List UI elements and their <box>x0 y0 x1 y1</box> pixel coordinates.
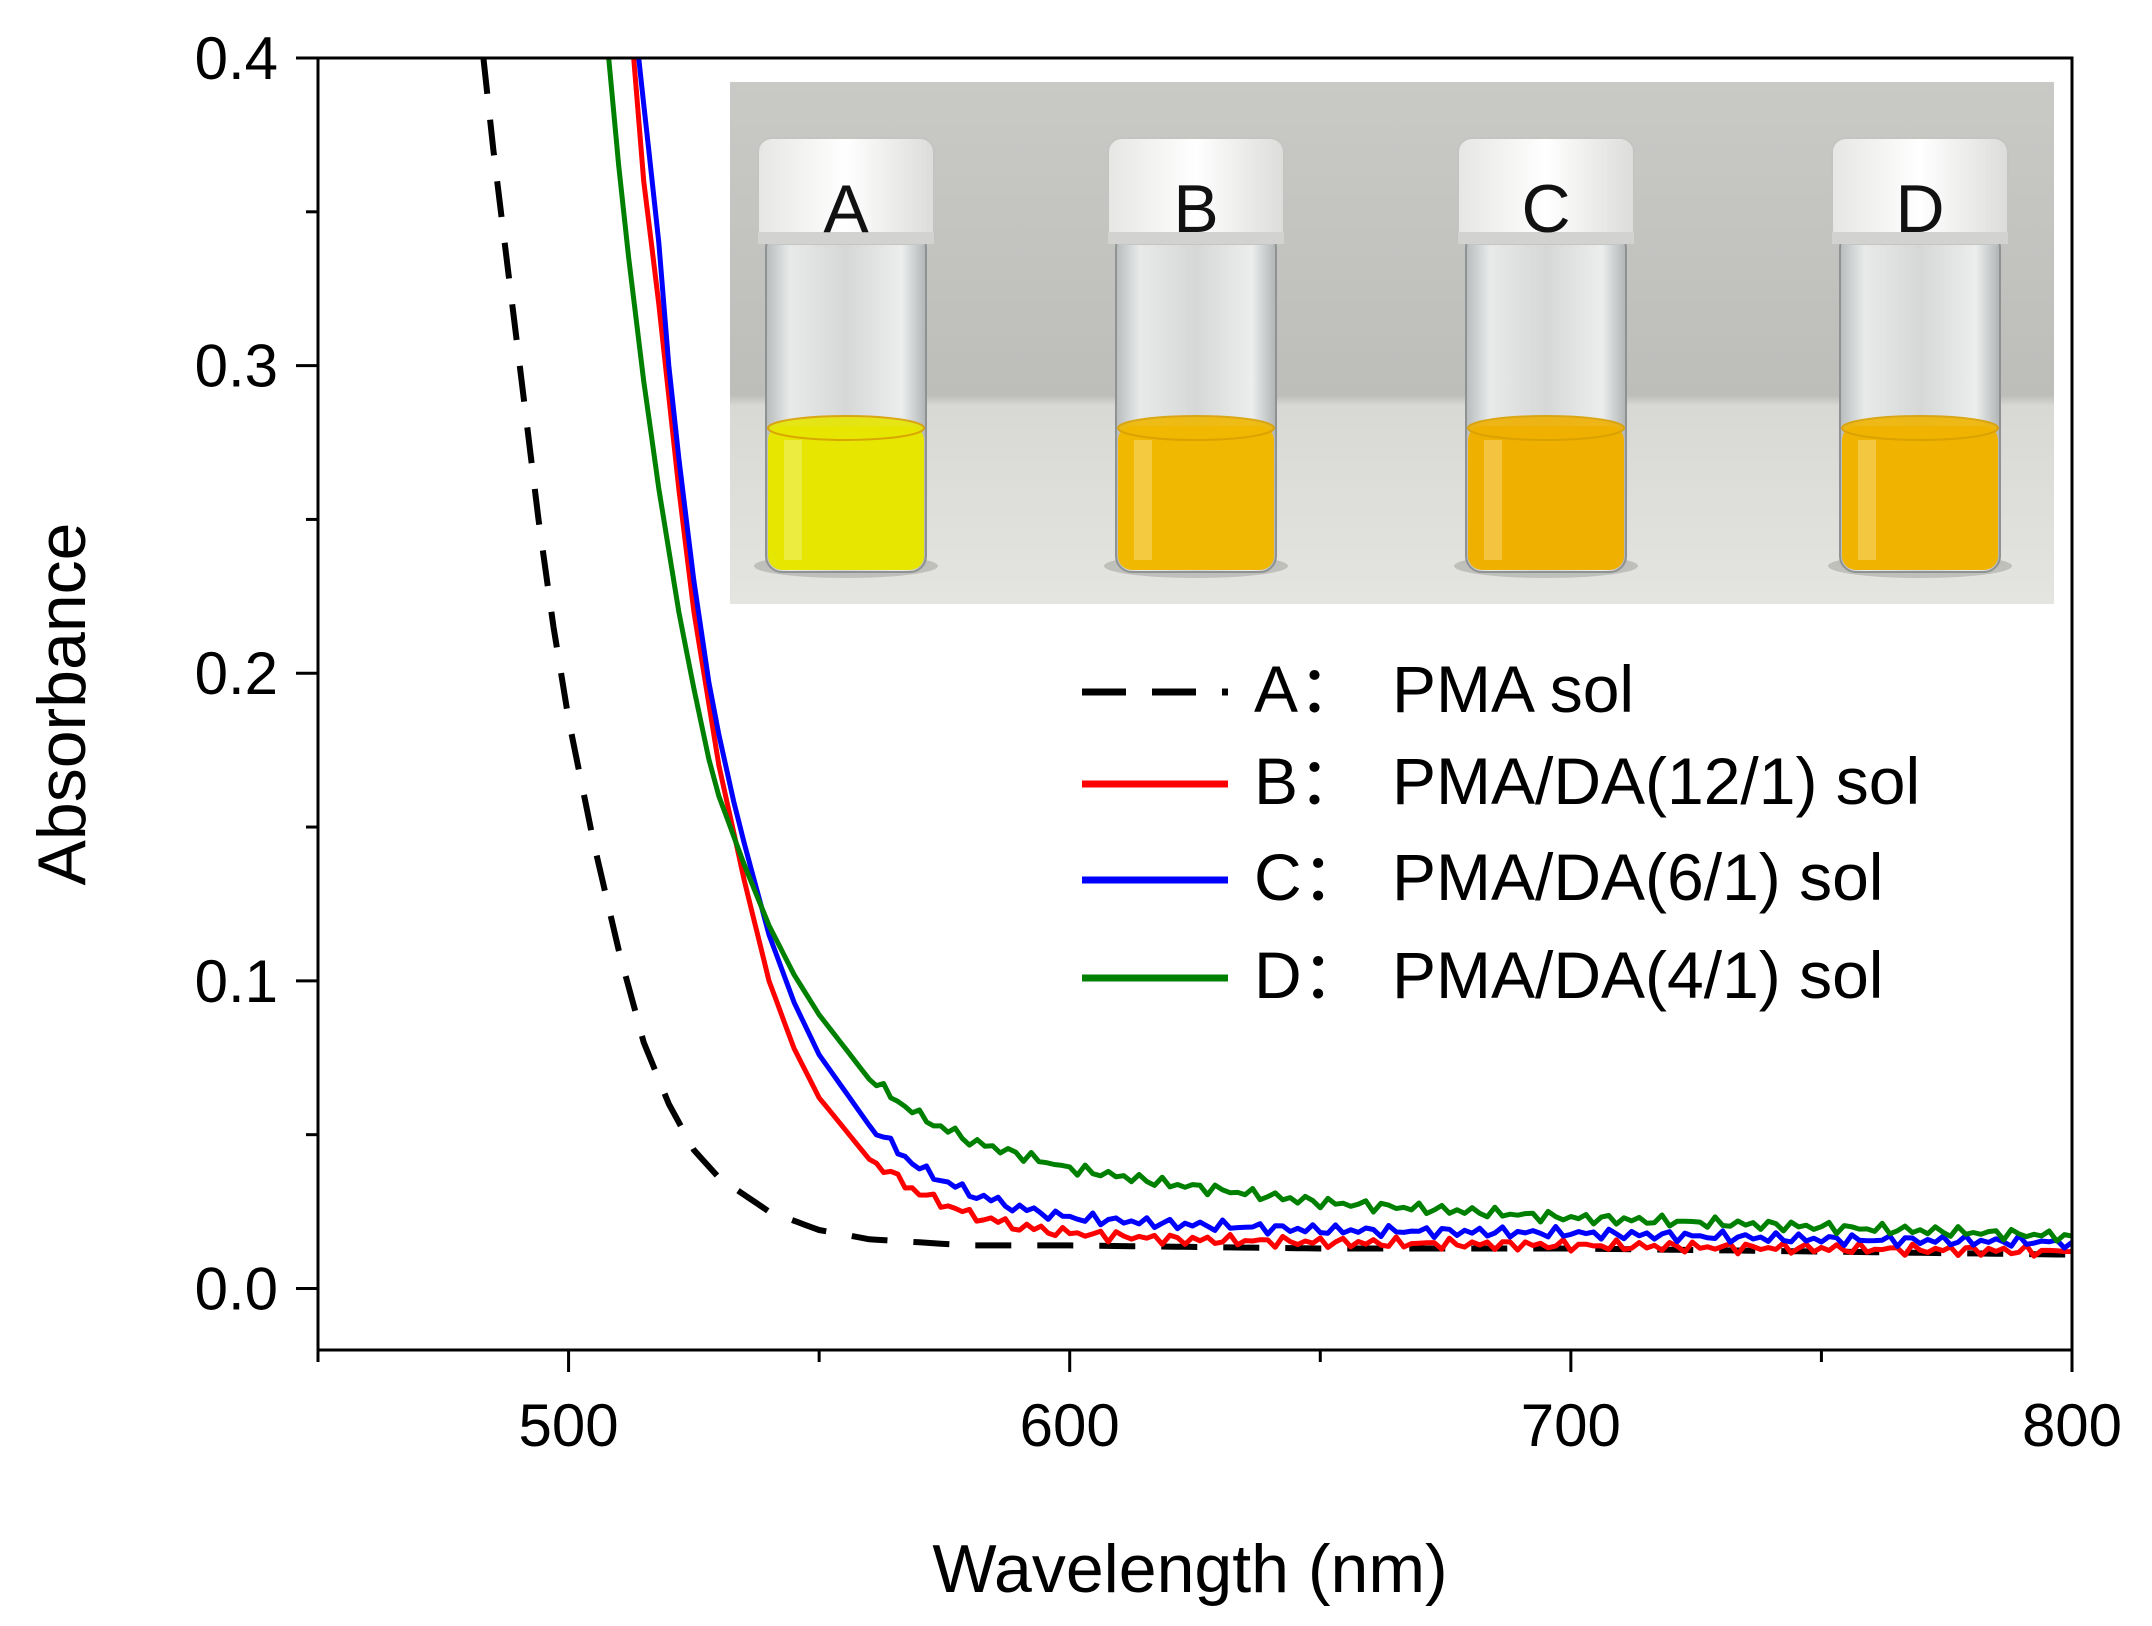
vial-cap-rim <box>758 232 934 244</box>
legend-label: PMA/DA(6/1) sol <box>1392 840 1883 914</box>
vial-liquid <box>1468 426 1624 570</box>
legend-letter: A： <box>1254 652 1364 726</box>
liquid-highlight <box>1484 440 1502 560</box>
liquid-meniscus <box>767 415 925 441</box>
y-tick-label: 0.0 <box>195 1255 278 1322</box>
liquid-meniscus <box>1841 415 1999 441</box>
vial-cap-rim <box>1832 232 2008 244</box>
vial-cap-rim <box>1108 232 1284 244</box>
vial-liquid <box>1118 426 1274 570</box>
vial-label: D <box>1895 171 1944 247</box>
y-axis-title: Absorbance <box>24 523 100 886</box>
vials-photo-inset: A B C D <box>730 82 2054 604</box>
x-tick-label: 500 <box>519 1392 619 1459</box>
liquid-meniscus <box>1117 415 1275 441</box>
x-tick-label: 700 <box>1521 1392 1621 1459</box>
vial: C <box>1454 137 1638 578</box>
vial-liquid <box>768 426 924 570</box>
series-line-b <box>631 58 2072 1259</box>
x-tick-label: 800 <box>2022 1392 2122 1459</box>
y-tick-label: 0.1 <box>195 948 278 1015</box>
series-line-c <box>636 58 2072 1251</box>
y-tick-label: 0.4 <box>195 25 278 92</box>
liquid-highlight <box>1134 440 1152 560</box>
legend-label: PMA/DA(12/1) sol <box>1392 744 1920 818</box>
series-line-d <box>606 58 2072 1244</box>
vial: D <box>1828 137 2012 578</box>
legend-label: PMA/DA(4/1) sol <box>1392 938 1883 1012</box>
liquid-highlight <box>784 440 802 560</box>
liquid-highlight <box>1858 440 1876 560</box>
y-tick-label: 0.2 <box>195 640 278 707</box>
vial-label: C <box>1521 171 1570 247</box>
vial-cap-rim <box>1458 232 1634 244</box>
vial-label: A <box>823 171 869 247</box>
legend-letter: C： <box>1254 840 1368 914</box>
series-line-a <box>480 58 2072 1258</box>
series-layer <box>480 58 2072 1259</box>
legend-letter: D： <box>1254 938 1368 1012</box>
vial: B <box>1104 137 1288 578</box>
legend-letter: B： <box>1254 744 1364 818</box>
y-tick-label: 0.3 <box>195 333 278 400</box>
vial: A <box>754 137 938 578</box>
x-tick-label: 600 <box>1020 1392 1120 1459</box>
vial-liquid <box>1842 426 1998 570</box>
liquid-meniscus <box>1467 415 1625 441</box>
legend: A： PMA sol B： PMA/DA(12/1) sol C： PMA/DA(6/1)… <box>1082 652 1920 1012</box>
x-axis-title: Wavelength (nm) <box>932 1531 1447 1607</box>
legend-label: PMA sol <box>1392 652 1634 726</box>
vial-label: B <box>1173 171 1218 247</box>
plot-frame <box>316 56 2074 1352</box>
ticks-layer: 500 600 700 800 0.0 0.1 0.2 0.3 0.4 <box>195 25 2122 1459</box>
